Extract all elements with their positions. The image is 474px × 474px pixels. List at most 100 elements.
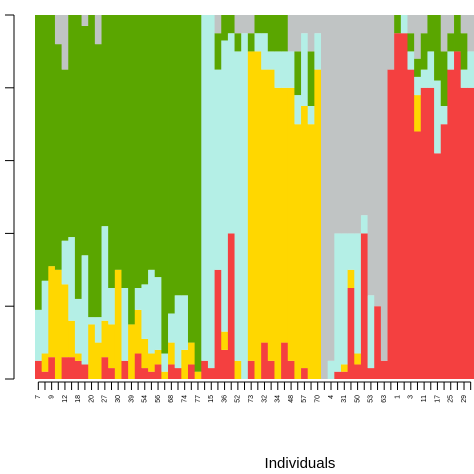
bar-segment	[447, 69, 455, 379]
bar-segment	[241, 15, 249, 34]
bar-segment	[301, 106, 309, 369]
bar-segment	[414, 76, 422, 96]
bar-segment	[467, 87, 474, 380]
x-tick-label: 31	[341, 395, 348, 403]
bar-segment	[141, 338, 149, 369]
bar-segment	[327, 360, 335, 379]
bar-segment	[387, 69, 395, 379]
bar-segment	[420, 33, 428, 70]
bar-segment	[294, 124, 302, 379]
bar-segment	[407, 15, 415, 34]
bar-segment	[340, 15, 349, 234]
bar-segment	[41, 15, 49, 281]
bar-segment	[68, 320, 76, 358]
bar-segment	[221, 15, 229, 41]
bar-segment	[214, 69, 222, 270]
bar-segment	[141, 368, 149, 379]
bar-segment	[61, 357, 69, 379]
bar-segment	[434, 153, 442, 379]
bar-segment	[35, 15, 43, 310]
x-tick-label: 52	[235, 395, 242, 403]
bar-segment	[101, 320, 109, 358]
x-tick-label: 25	[448, 395, 455, 403]
bar-segment	[41, 280, 49, 354]
x-tick-label: 36	[221, 395, 228, 403]
bar-segment	[261, 69, 269, 343]
x-tick-label: 3	[408, 395, 415, 399]
bar-segment	[168, 313, 176, 343]
bar-segment	[294, 15, 302, 52]
bar-segment	[154, 15, 162, 278]
x-tick-label: 17	[434, 395, 441, 403]
bar-segment	[134, 353, 142, 379]
bar-segment	[261, 342, 269, 379]
bar-segment	[314, 69, 322, 379]
bar-segment	[247, 33, 255, 52]
bar-segment	[467, 51, 474, 88]
bar-segment	[121, 288, 129, 361]
bar-segment	[281, 87, 289, 343]
bar-segment	[201, 360, 209, 379]
bar-segment	[274, 87, 282, 380]
bar-segment	[394, 15, 402, 34]
bar-segment	[380, 15, 388, 361]
bar-segment	[254, 51, 262, 380]
bar-segment	[414, 95, 422, 132]
bar-segment	[154, 364, 162, 379]
bar-segment	[68, 237, 76, 321]
bar-segment	[247, 360, 255, 379]
bar-segment	[367, 15, 375, 296]
bar-segment	[181, 349, 189, 379]
bar-segment	[161, 371, 169, 379]
bar-segment	[81, 364, 89, 379]
bar-segment	[440, 124, 448, 379]
bar-segment	[394, 33, 402, 379]
bar-segment	[207, 368, 215, 379]
x-tick-label: 56	[155, 395, 162, 403]
bar-segment	[68, 15, 76, 238]
bar-segment	[440, 106, 448, 125]
bar-segment	[54, 44, 63, 270]
bar-segment	[334, 233, 342, 372]
bar-segment	[307, 51, 315, 106]
x-tick-label: 30	[115, 395, 122, 403]
bar-segment	[108, 368, 116, 379]
bar-segment	[414, 58, 422, 77]
bar-segment	[121, 15, 129, 288]
bar-segment	[114, 15, 122, 270]
bar-segment	[440, 51, 448, 106]
bar-segment	[148, 15, 156, 270]
bar-segment	[168, 342, 176, 365]
x-tick-label: 57	[301, 395, 308, 403]
bar-segment	[141, 284, 149, 339]
bar-segment	[181, 295, 189, 350]
bar-segment	[267, 15, 275, 52]
bar-segment	[281, 342, 289, 379]
bar-segment	[61, 15, 69, 70]
bar-segment	[174, 368, 182, 379]
bar-segment	[187, 15, 196, 343]
bar-segment	[187, 342, 196, 365]
bar-segment	[340, 364, 349, 372]
bar-segment	[261, 15, 269, 34]
bar-segment	[227, 233, 235, 379]
bar-segment	[360, 215, 368, 234]
x-tick-label: 77	[195, 395, 202, 403]
x-tick-label: 27	[102, 395, 109, 403]
bar-segment	[234, 15, 242, 34]
bar-segment	[234, 33, 242, 52]
bar-segment	[454, 15, 462, 52]
bar-segment	[414, 15, 422, 59]
x-tick-label: 48	[288, 395, 295, 403]
bar-segment	[267, 360, 275, 379]
x-tick-label: 20	[88, 395, 95, 403]
bar-segment	[294, 51, 302, 96]
bar-segment	[414, 131, 422, 379]
bar-segment	[221, 331, 229, 350]
x-tick-label: 68	[168, 395, 175, 403]
bar-segment	[420, 15, 428, 34]
x-tick-label: 50	[354, 395, 361, 403]
bar-segment	[340, 371, 349, 379]
bar-segment	[440, 15, 448, 52]
bar-segment	[41, 371, 49, 379]
